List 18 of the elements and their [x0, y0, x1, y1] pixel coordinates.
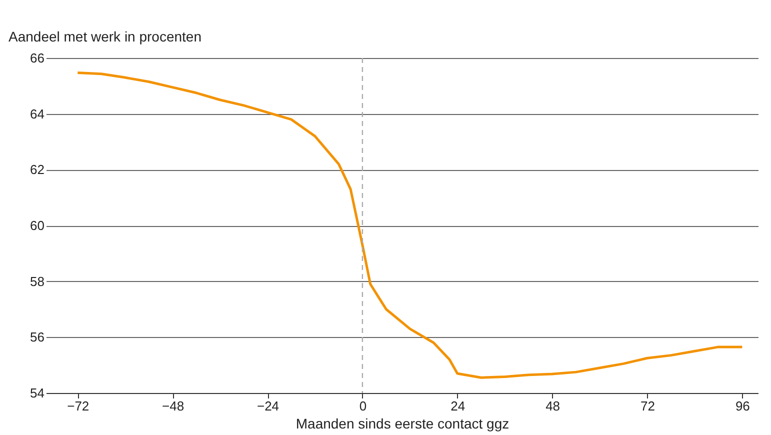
x-tick-label: −24 [256, 398, 280, 414]
y-tick-label: 56 [30, 330, 44, 345]
y-axis-title: Aandeel met werk in procenten [8, 28, 202, 44]
x-tick-label: 96 [735, 398, 750, 414]
x-axis-title: Maanden sinds eerste contact ggz [296, 416, 510, 432]
x-tick-label: −48 [162, 398, 184, 414]
y-tick-label: 60 [30, 218, 44, 233]
x-tick-label: −72 [67, 398, 90, 414]
line-series [76, 72, 744, 379]
y-tick-label: 58 [30, 274, 44, 289]
x-tick-label: 0 [359, 398, 367, 414]
y-tick-label: 62 [30, 162, 44, 178]
y-tick-label: 64 [30, 106, 44, 122]
x-tick-label: 48 [546, 398, 560, 414]
y-tick-label: 54 [30, 386, 44, 400]
x-tick-label: 24 [450, 398, 466, 414]
y-tick-label: 66 [30, 50, 44, 66]
x-tick-label: 72 [640, 398, 655, 414]
